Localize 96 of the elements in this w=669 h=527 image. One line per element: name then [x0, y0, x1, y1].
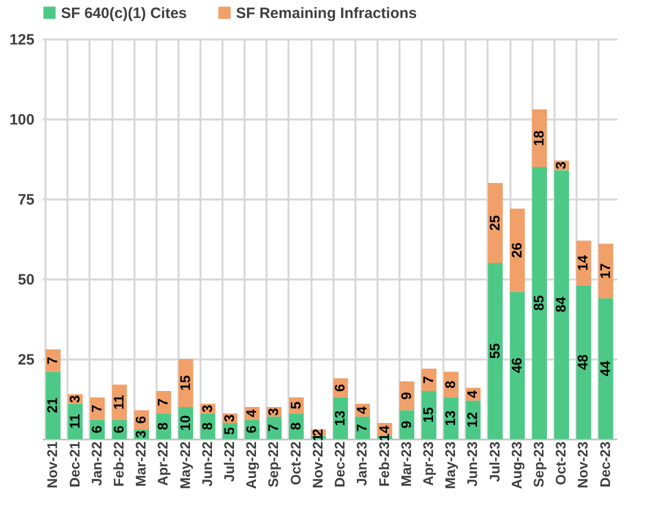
x-tick-label: Aug-23	[508, 441, 524, 489]
data-label: 5	[221, 426, 238, 435]
data-label: 5	[287, 401, 304, 410]
data-label: 13	[442, 410, 458, 426]
x-tick-label: Oct-22	[287, 441, 304, 486]
data-label: 7	[44, 356, 60, 364]
data-label: 84	[552, 296, 569, 312]
data-label: 25	[486, 215, 502, 231]
data-label: 18	[530, 130, 547, 146]
x-tick-label: Jan-23	[354, 441, 370, 486]
x-tick-label: Jul-23	[486, 441, 502, 482]
x-tick-label: Apr-23	[420, 441, 436, 486]
data-label: 8	[287, 422, 304, 430]
data-label: 12	[464, 412, 480, 428]
x-tick-label: Aug-22	[243, 441, 260, 489]
x-tick-label: May-23	[442, 441, 458, 489]
y-tick-label: 25	[18, 352, 34, 368]
data-label: 21	[44, 397, 60, 414]
bar	[399, 410, 414, 439]
data-label: 85	[530, 295, 547, 311]
data-label: 7	[420, 376, 436, 384]
data-label: 44	[596, 360, 613, 376]
data-label: 6	[243, 425, 260, 434]
data-label: 6	[332, 384, 348, 392]
data-label: 9	[398, 392, 414, 400]
x-tick-label: Apr-22	[154, 441, 171, 486]
x-tick-label: Jul-22	[221, 441, 238, 482]
bar	[488, 263, 503, 439]
bar	[112, 384, 127, 420]
data-label: 3	[132, 430, 149, 438]
data-label: 48	[574, 354, 591, 370]
y-tick-label: 125	[9, 32, 34, 48]
x-tick-label: Jun-22	[198, 441, 215, 487]
data-label: 3	[198, 404, 215, 412]
data-label: 9	[398, 420, 414, 428]
data-label: 14	[574, 255, 591, 271]
data-label: 15	[420, 407, 436, 423]
bar	[532, 167, 547, 439]
data-label: 3	[66, 394, 82, 403]
bar	[422, 368, 436, 391]
data-label: 17	[596, 263, 613, 279]
data-label: 11	[66, 414, 82, 429]
data-label: 4	[354, 406, 370, 414]
data-label: 3	[221, 414, 238, 422]
y-tick-label: 100	[9, 112, 34, 128]
data-label: 55	[486, 343, 502, 359]
x-tick-label: Nov-21	[44, 441, 60, 488]
x-tick-label: May-22	[176, 441, 193, 489]
x-tick-label: Sep-23	[530, 441, 547, 488]
bar	[532, 109, 547, 167]
x-tick-label: Dec-23	[596, 441, 613, 488]
bar	[510, 292, 525, 439]
x-tick-label: Nov-22	[309, 441, 326, 488]
data-label: 6	[88, 425, 104, 434]
x-tick-label: Feb-22	[110, 441, 126, 487]
data-label: 13	[332, 410, 348, 426]
bar	[510, 208, 525, 292]
bar	[90, 397, 105, 420]
data-label: 8	[154, 422, 171, 430]
x-tick-label: Mar-23	[398, 441, 414, 487]
data-label: 4	[243, 409, 260, 418]
y-tick-label: 50	[18, 272, 34, 288]
x-tick-label: Sep-22	[265, 441, 282, 488]
data-label: 7	[354, 424, 370, 432]
data-label: 46	[508, 357, 524, 374]
data-label: 8	[442, 380, 458, 388]
bar	[576, 285, 592, 439]
data-label: 4	[464, 390, 480, 398]
bar	[488, 183, 503, 263]
data-label: 26	[508, 242, 524, 258]
data-label: 8	[198, 422, 215, 430]
data-label: 3	[552, 161, 569, 170]
data-label: 7	[88, 404, 104, 412]
legend-label: SF Remaining Infractions	[236, 4, 417, 22]
data-label: 4	[376, 425, 392, 434]
data-label: 3	[265, 408, 282, 416]
x-tick-label: Jan-22	[88, 441, 104, 486]
data-label: 1	[376, 433, 392, 442]
x-tick-label: Jun-23	[464, 441, 480, 487]
data-label: 7	[265, 424, 282, 432]
x-tick-label: Feb-23	[376, 441, 392, 487]
data-label: 15	[176, 375, 193, 391]
bar	[598, 298, 614, 439]
data-label: 7	[154, 398, 171, 406]
x-tick-label: Dec-21	[66, 441, 82, 488]
y-tick-label: 75	[18, 192, 34, 208]
data-label: 11	[110, 394, 126, 410]
bar	[554, 170, 570, 439]
x-tick-label: Oct-23	[552, 441, 569, 486]
data-label: 6	[110, 425, 126, 434]
x-tick-label: Dec-22	[332, 441, 348, 488]
x-tick-label: Mar-22	[132, 441, 149, 487]
legend-label: SF 640(c)(1) Cites	[61, 4, 187, 22]
x-tick-label: Nov-23	[574, 441, 591, 488]
data-label: 10	[176, 415, 193, 431]
data-label: 6	[132, 416, 149, 424]
